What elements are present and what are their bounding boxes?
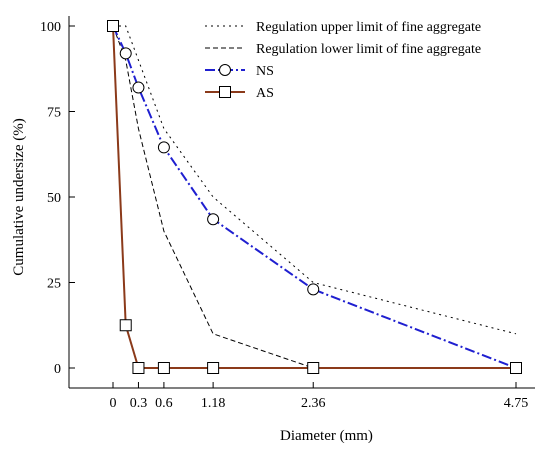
x-tick-label: 0 bbox=[110, 396, 117, 411]
series-1 bbox=[113, 25, 517, 335]
series-line bbox=[112, 25, 516, 369]
x-tick-label: 0.6 bbox=[155, 396, 173, 411]
y-tick-label: 0 bbox=[54, 362, 61, 377]
data-point bbox=[207, 213, 220, 226]
y-tick-label: 50 bbox=[47, 191, 61, 206]
legend-label: Regulation lower limit of fine aggregate bbox=[256, 42, 481, 57]
x-tick-label: 0.3 bbox=[130, 396, 148, 411]
data-point bbox=[307, 283, 320, 296]
y-tick-label: 100 bbox=[40, 20, 61, 35]
legend-label: Regulation upper limit of fine aggregate bbox=[256, 20, 481, 35]
data-point bbox=[207, 362, 220, 374]
series-2 bbox=[112, 25, 516, 369]
legend-marker bbox=[219, 86, 231, 98]
legend-entry: NS bbox=[205, 64, 274, 79]
series-line bbox=[113, 25, 517, 335]
data-point bbox=[119, 47, 132, 60]
series-3 bbox=[107, 20, 522, 374]
series-line bbox=[112, 25, 517, 369]
x-tick-label: 2.36 bbox=[301, 396, 326, 411]
y-axis-label: Cumulative undersize (%) bbox=[11, 118, 27, 275]
data-point bbox=[307, 362, 320, 374]
x-axis-label: Diameter (mm) bbox=[280, 428, 373, 444]
series-4 bbox=[107, 20, 522, 374]
legend-label: NS bbox=[256, 64, 274, 79]
legend-entry: Regulation lower limit of fine aggregate bbox=[205, 42, 481, 57]
y-tick-label: 75 bbox=[47, 106, 61, 121]
legend-marker bbox=[219, 64, 231, 76]
legend-label: AS bbox=[256, 86, 274, 101]
y-tick-label: 25 bbox=[47, 277, 61, 292]
legend: Regulation upper limit of fine aggregate… bbox=[205, 20, 481, 101]
data-point bbox=[119, 319, 132, 332]
legend-entry: Regulation upper limit of fine aggregate bbox=[205, 20, 481, 35]
x-tick-label: 1.18 bbox=[201, 396, 226, 411]
data-point bbox=[510, 362, 522, 374]
series-line bbox=[112, 25, 516, 369]
data-point bbox=[132, 81, 145, 94]
data-point bbox=[107, 20, 119, 32]
axes: 0 25 50 75 100 0 0.3 0.6 1.18 2.36 4.75 bbox=[40, 16, 535, 411]
data-point bbox=[132, 362, 145, 374]
series-layer bbox=[107, 20, 522, 374]
legend-entry: AS bbox=[205, 86, 274, 101]
data-point bbox=[157, 141, 170, 154]
x-tick-label: 4.75 bbox=[504, 396, 529, 411]
data-point bbox=[157, 362, 170, 374]
